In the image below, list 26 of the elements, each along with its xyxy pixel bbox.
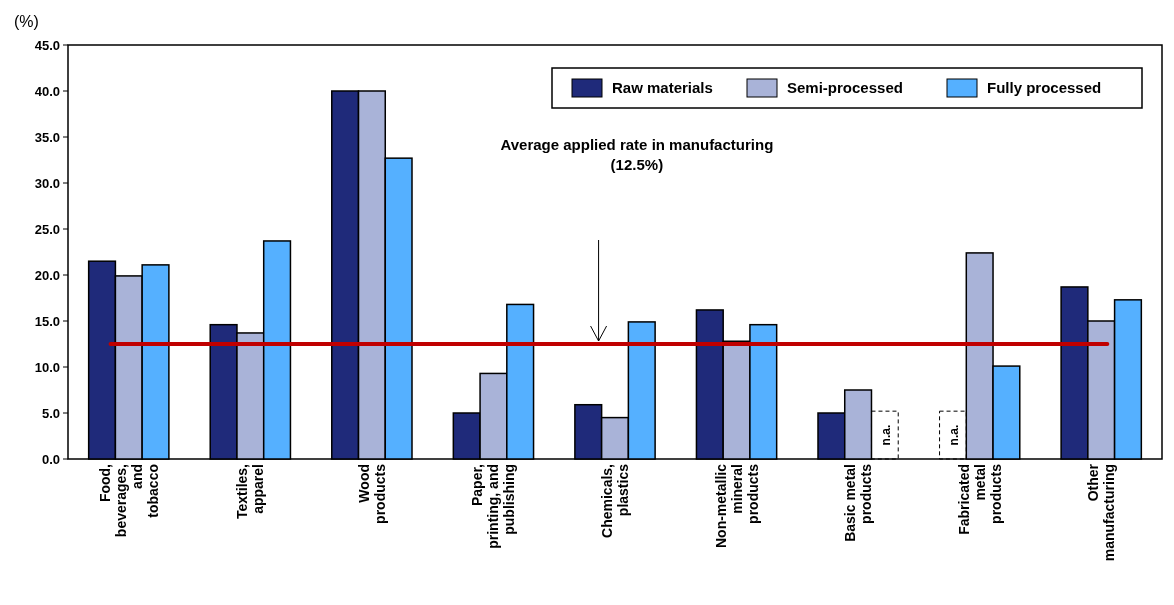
x-tick-label: Fabricated metal products (955, 463, 1004, 535)
y-tick-label: 30.0 (34, 175, 60, 191)
x-tick-label: Non-metallic mineral products (712, 463, 761, 549)
annotation: n.a. (878, 424, 893, 446)
x-tick-label: Other manufacturing (1085, 463, 1118, 562)
annotation: n.a. (946, 424, 961, 446)
y-tick-label: 20.0 (34, 267, 60, 283)
annotation: Average applied rate in manufacturing (12.5%) (500, 136, 774, 173)
x-tick-label: Textiles, apparel (234, 464, 267, 519)
y-tick-label: 45.0 (34, 37, 60, 53)
y-tick-label: 5.0 (41, 405, 60, 421)
x-tick-label: Food, beverages, and tobacco (96, 464, 161, 538)
y-tick-label: 40.0 (34, 83, 60, 99)
y-tick-label: 0.0 (41, 451, 60, 467)
x-tick-label: Paper, printing, and publishing (469, 464, 518, 549)
legend-label: Raw materials (612, 79, 713, 97)
x-tick-label: Basic metal products (842, 463, 875, 542)
y-tick-label: 15.0 (34, 313, 60, 329)
legend-label: Fully processed (987, 79, 1102, 97)
y-tick-label: 25.0 (34, 221, 60, 237)
y-tick-label: 35.0 (34, 129, 60, 145)
x-tick-label: Wood products (355, 463, 388, 524)
x-tick-label: Chemicals, plastics (599, 463, 631, 538)
legend-label: Semi-processed (787, 79, 903, 97)
y-axis-title: (%) (14, 13, 39, 30)
y-tick-label: 10.0 (34, 359, 60, 375)
